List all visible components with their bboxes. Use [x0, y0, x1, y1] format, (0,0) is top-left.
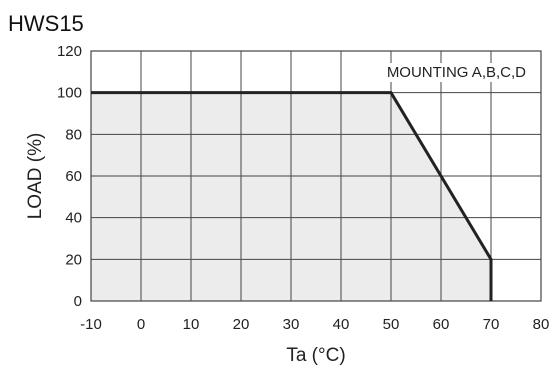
- y-tick-label: 0: [74, 293, 82, 310]
- y-axis-label: LOAD (%): [25, 133, 46, 220]
- x-tick-label: 30: [283, 316, 300, 333]
- y-tick-label: 60: [65, 168, 82, 185]
- x-tick-label: 80: [533, 316, 550, 333]
- x-tick-label: 20: [233, 316, 250, 333]
- annotation-background: [382, 63, 531, 82]
- y-tick-label: 80: [65, 126, 82, 143]
- tick-layer: -10 0 10 20 30 40 50 60 70 80 0 20 40 60 80 100 120: [57, 43, 549, 333]
- x-tick-label: 0: [137, 316, 145, 333]
- x-axis-label: Ta (°C): [286, 345, 345, 366]
- x-tick-label: 60: [433, 316, 450, 333]
- x-tick-label: 10: [183, 316, 200, 333]
- mounting-annotation: MOUNTING A,B,C,D: [387, 64, 526, 81]
- chart-title: HWS15: [8, 11, 84, 36]
- x-tick-label: 50: [383, 316, 400, 333]
- x-tick-label: -10: [80, 316, 102, 333]
- y-tick-label: 100: [57, 85, 82, 102]
- x-tick-label: 40: [333, 316, 350, 333]
- x-tick-label: 70: [483, 316, 500, 333]
- y-tick-label: 120: [57, 43, 82, 60]
- plot-frame: [90, 50, 542, 302]
- derating-curve: [91, 91, 493, 301]
- grid-layer: [90, 50, 542, 302]
- y-tick-label: 20: [65, 251, 82, 268]
- y-tick-label: 40: [65, 210, 82, 227]
- line-layer: [91, 91, 493, 301]
